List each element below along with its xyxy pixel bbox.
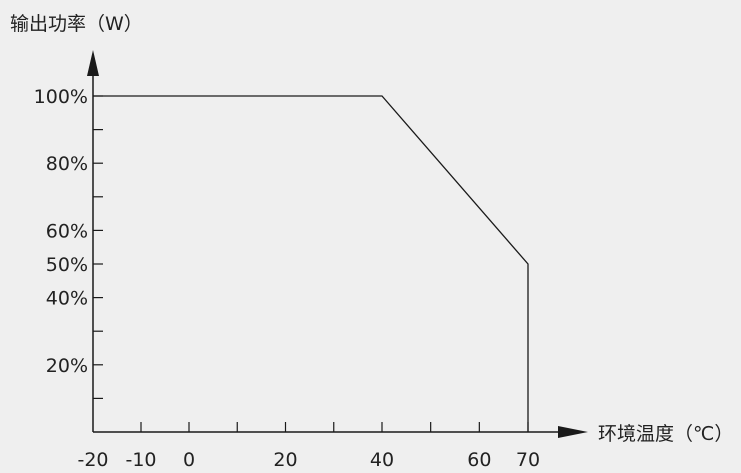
y-tick-label: 20% xyxy=(46,355,88,377)
x-tick-label: 20 xyxy=(273,449,297,469)
y-tick-label: 60% xyxy=(46,220,88,242)
y-tick-label: 80% xyxy=(46,153,88,175)
derating-curve xyxy=(93,95,529,432)
y-tick-label: 100% xyxy=(34,86,88,108)
x-tick-label: -10 xyxy=(125,449,156,469)
y-tick-label: 50% xyxy=(46,254,88,276)
y-axis-title: 输出功率（W） xyxy=(10,13,143,35)
x-axis-arrow-icon xyxy=(558,426,588,438)
y-axis-arrow-icon xyxy=(87,50,99,76)
x-tick-label: 70 xyxy=(516,449,540,469)
y-tick-label: 40% xyxy=(46,288,88,310)
x-axis-title: 环境温度（℃） xyxy=(598,423,733,445)
x-tick-label: 60 xyxy=(467,449,491,469)
x-tick-label: 40 xyxy=(370,449,394,469)
x-tick-label: -20 xyxy=(77,449,108,469)
x-tick-label: 0 xyxy=(183,449,195,469)
